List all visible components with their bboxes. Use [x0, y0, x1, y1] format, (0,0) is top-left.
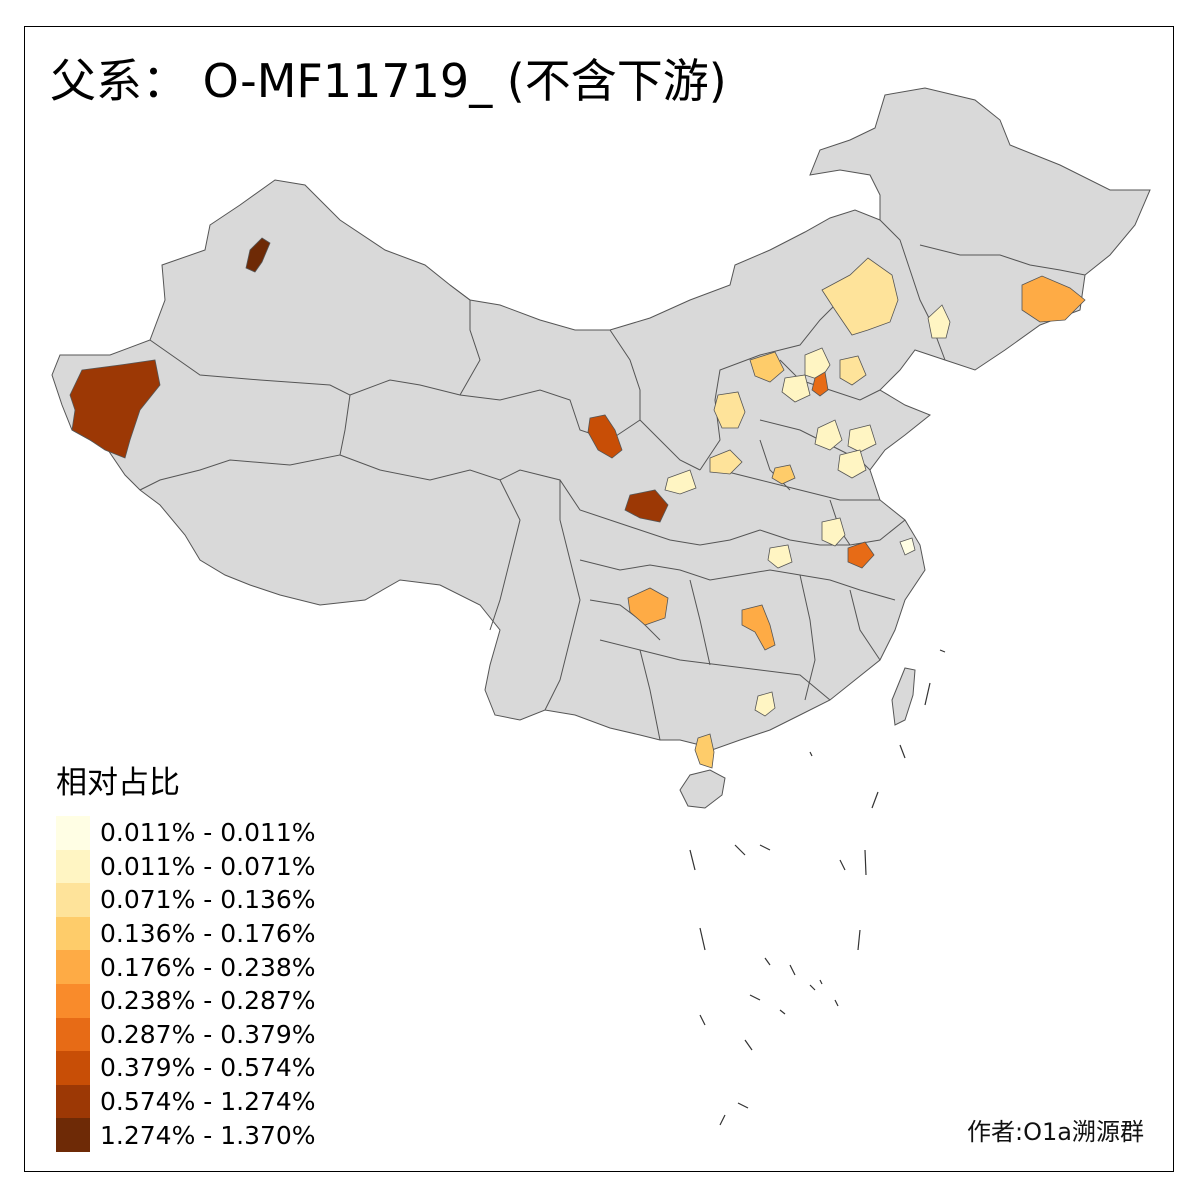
- legend-label: 0.379% - 0.574%: [100, 1053, 316, 1083]
- legend-swatch: [56, 1118, 90, 1152]
- region-beijing: [811, 371, 829, 397]
- region-jinan: [847, 424, 877, 453]
- legend-label: 0.574% - 1.274%: [100, 1087, 316, 1117]
- region-zhengzhou: [771, 464, 796, 485]
- taiwan-shape: [891, 667, 916, 726]
- legend-label: 0.238% - 0.287%: [100, 986, 316, 1016]
- region-chengdu: [627, 587, 669, 626]
- legend-entry: 0.136% - 0.176%: [56, 916, 316, 951]
- region-baoding: [781, 374, 811, 403]
- region-tangshan: [839, 355, 867, 386]
- legend-entry: 1.274% - 1.370%: [56, 1118, 316, 1152]
- region-zhanjiang: [694, 733, 715, 769]
- legend-label: 0.071% - 0.136%: [100, 885, 316, 915]
- legend-swatch: [56, 983, 90, 1018]
- region-guangzhou: [754, 691, 776, 717]
- region-inner-mongolia-xilin: [821, 257, 899, 336]
- legend-title: 相对占比: [56, 765, 180, 801]
- legend-rows: 0.011% - 0.011% 0.011% - 0.071% 0.071% - 0…: [56, 816, 316, 1152]
- legend-entry: 0.011% - 0.071%: [56, 849, 316, 884]
- legend-label: 1.274% - 1.370%: [100, 1120, 316, 1150]
- region-shanxi-north: [713, 391, 746, 429]
- legend-label: 0.011% - 0.071%: [100, 851, 316, 881]
- legend-label: 0.176% - 0.238%: [100, 952, 316, 982]
- legend-swatch: [56, 916, 90, 951]
- region-kashgar: [69, 359, 161, 459]
- region-zhangjiakou: [749, 351, 785, 383]
- region-altay: [245, 237, 271, 273]
- region-enshi: [767, 544, 793, 569]
- region-xuancheng: [847, 541, 875, 569]
- south-sea-islands: [689, 649, 946, 1126]
- legend-swatch: [56, 1084, 90, 1119]
- legend-swatch: [56, 950, 90, 984]
- legend-label: 0.287% - 0.379%: [100, 1019, 316, 1049]
- legend-label: 0.136% - 0.176%: [100, 919, 316, 949]
- region-xining: [587, 414, 623, 459]
- region-shanxi-south: [709, 449, 743, 475]
- region-hefei: [821, 517, 846, 547]
- legend-entry: 0.071% - 0.136%: [56, 883, 316, 917]
- region-shanghai: [899, 537, 916, 556]
- legend-entry: 0.379% - 0.574%: [56, 1051, 316, 1085]
- legend-swatch: [56, 1017, 90, 1052]
- map-frame: [24, 26, 1174, 1172]
- legend-entry: 0.574% - 1.274%: [56, 1084, 316, 1119]
- legend-swatch: [56, 816, 90, 850]
- author-credit: 作者:O1a溯源群: [967, 1118, 1144, 1146]
- legend-entry: 0.287% - 0.379%: [56, 1017, 316, 1052]
- region-changsha: [741, 604, 776, 651]
- legend-entry: 0.176% - 0.238%: [56, 950, 316, 984]
- legend-label: 0.011% - 0.011%: [100, 818, 316, 848]
- legend: 相对占比 0.011% - 0.011% 0.011% - 0.071% 0.071…: [56, 757, 316, 1152]
- region-liaoning: [927, 304, 951, 339]
- legend-swatch: [56, 883, 90, 917]
- map-title: 父系： O-MF11719_ (不含下游): [50, 54, 727, 108]
- region-linyi: [837, 449, 867, 479]
- region-gansu-south: [624, 489, 669, 523]
- legend-swatch: [56, 1051, 90, 1085]
- region-hebei-south: [814, 419, 843, 451]
- region-shaanxi-north: [664, 469, 697, 495]
- legend-entry: 0.011% - 0.011%: [56, 816, 316, 850]
- legend-entry: 0.238% - 0.287%: [56, 983, 316, 1018]
- region-mudanjiang: [1021, 275, 1086, 323]
- legend-swatch: [56, 849, 90, 884]
- hainan-shape: [679, 769, 726, 809]
